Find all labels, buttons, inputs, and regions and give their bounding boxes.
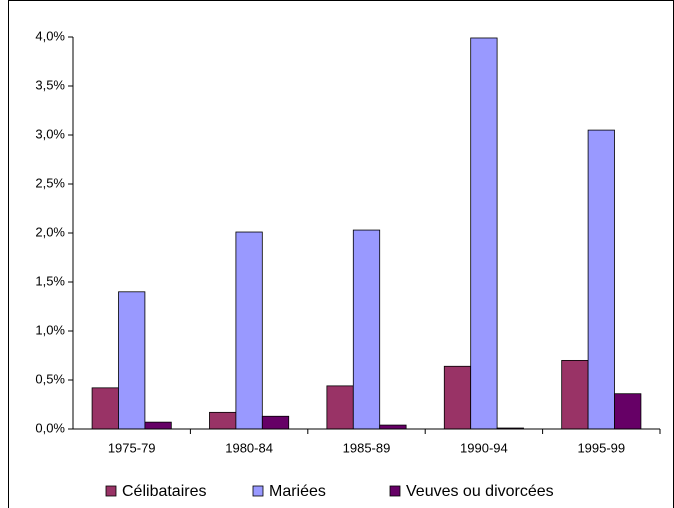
bar [352, 229, 381, 430]
bar [587, 129, 615, 430]
y-tick-label: 2,5% [35, 175, 65, 190]
bar [144, 421, 172, 430]
bar [235, 231, 263, 430]
bar [209, 411, 237, 430]
x-tick-label: 1990-94 [460, 440, 508, 455]
bar [118, 291, 146, 430]
y-tick-label: 2,0% [35, 224, 65, 239]
legend-label: Mariées [269, 483, 326, 500]
y-tick-label: 1,5% [35, 273, 65, 288]
legend-swatch [252, 485, 264, 497]
bar [614, 393, 642, 430]
chart-frame [8, 0, 674, 508]
y-tick-label: 3,0% [35, 126, 65, 141]
x-tick-label: 1985-89 [343, 440, 391, 455]
legend-label: Célibataires [122, 483, 206, 500]
x-tick-label: 1975-79 [108, 440, 156, 455]
legend-label: Veuves ou divorcées [406, 483, 554, 500]
bar [261, 415, 290, 430]
x-tick-label: 1995-99 [577, 440, 625, 455]
legend-swatch [389, 485, 401, 497]
x-tick-label: 1980-84 [225, 440, 273, 455]
bar [470, 37, 498, 430]
y-tick-label: 0,5% [35, 371, 65, 386]
bar [443, 365, 472, 430]
y-tick-label: 1,0% [35, 322, 65, 337]
bar [91, 387, 119, 430]
bar [561, 359, 589, 430]
y-tick-label: 3,5% [35, 77, 65, 92]
bar [379, 424, 407, 430]
y-tick-label: 0,0% [35, 420, 65, 435]
bar [326, 385, 354, 430]
legend-swatch [105, 485, 117, 497]
y-tick-label: 4,0% [35, 28, 65, 43]
